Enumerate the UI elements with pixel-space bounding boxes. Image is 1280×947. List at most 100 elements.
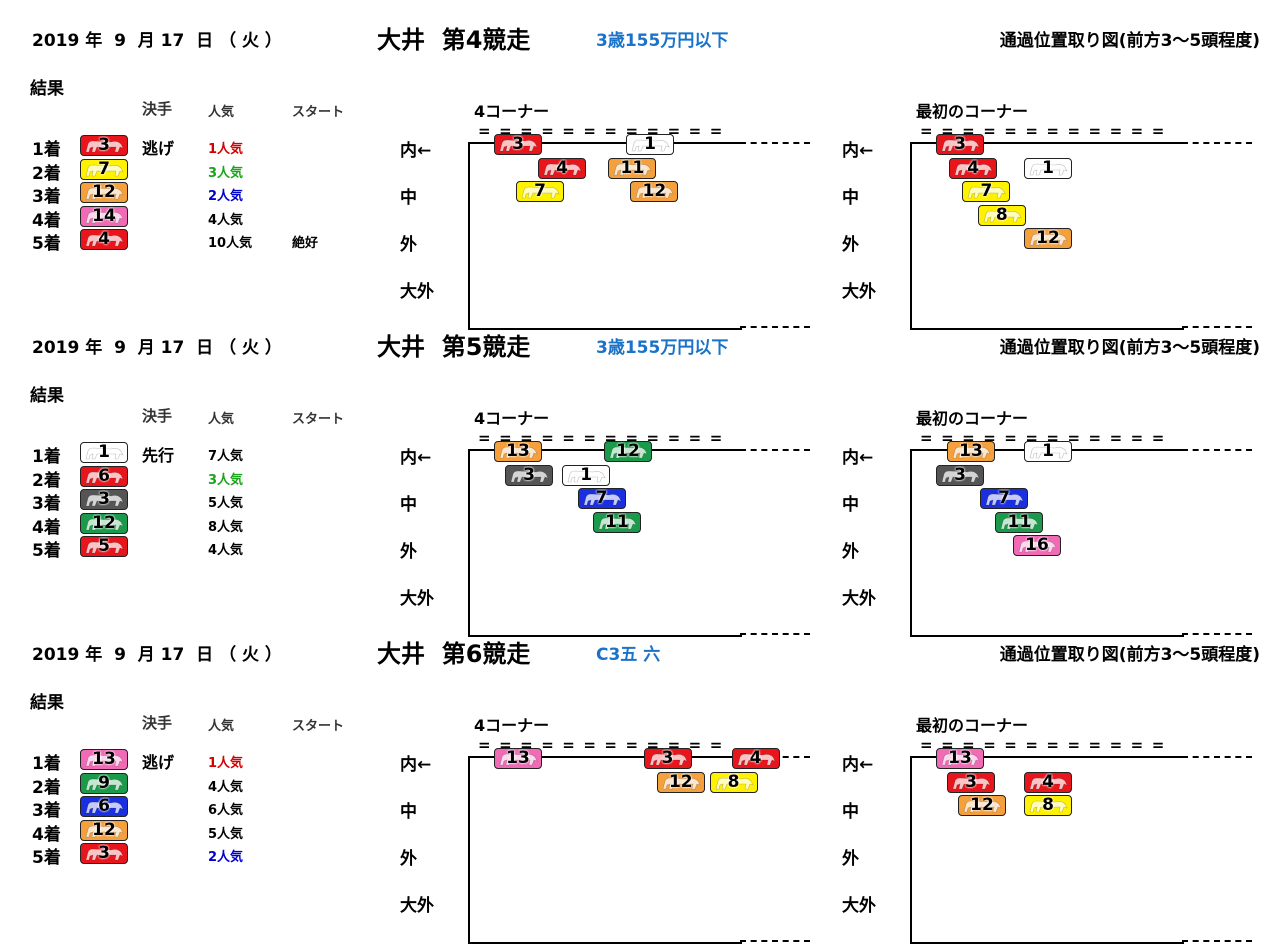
horse-number: 5	[98, 536, 110, 556]
horse-number: 11	[605, 511, 629, 532]
result-rank: 3着	[32, 187, 61, 207]
result-horse: 4	[80, 229, 128, 250]
result-ninki: 1人気	[208, 142, 244, 157]
corner1-top-dash	[1182, 449, 1252, 451]
result-row: 5着 3 2人気	[0, 843, 400, 868]
horse-number: 3	[954, 464, 966, 485]
result-rank: 4着	[32, 517, 61, 538]
corner1-lane: 大外	[842, 282, 876, 302]
corner1-horse: 8	[1024, 795, 1072, 816]
result-horse: 12	[80, 182, 128, 203]
corner4-lane: 中	[400, 188, 417, 208]
result-ninki: 4人気	[208, 543, 244, 558]
horse-number: 9	[98, 772, 110, 793]
result-ninki: 8人気	[208, 519, 244, 535]
result-horse: 3	[80, 135, 128, 156]
result-label: 結果	[30, 386, 64, 406]
race-section: 2019 年 9 月 17 日 （ 火 ） 大井 第4競走 3歳155万円以下 通過位…	[0, 20, 1280, 330]
corner4-lane: 内←	[400, 141, 432, 161]
result-horse: 5	[80, 536, 128, 557]
horse-number: 12	[970, 795, 994, 815]
horse-number: 12	[1036, 228, 1060, 248]
corner1-label: 最初のコーナー	[916, 716, 1029, 735]
horse-number: 7	[595, 488, 608, 508]
result-ninki: 3人気	[208, 165, 244, 181]
result-rank: 1着	[32, 140, 61, 160]
result-row: 5着 5 4人気	[0, 536, 400, 561]
race-title: 大井 第6競走	[377, 640, 531, 668]
result-ninki: 4人気	[208, 212, 244, 228]
result-row: 2着 9 4人気	[0, 772, 400, 798]
result-ninki: 10人気	[208, 236, 253, 251]
horse-number: 3	[98, 489, 110, 509]
result-horse: 13	[80, 749, 128, 770]
col-start: スタート	[292, 105, 345, 120]
result-rank: 4着	[32, 210, 61, 231]
chart-title: 通過位置取り図(前方3～5頭程度)	[999, 31, 1260, 51]
chart-title: 通過位置取り図(前方3～5頭程度)	[999, 338, 1260, 358]
result-ninki: 2人気	[208, 850, 244, 865]
result-rank: 2着	[32, 470, 61, 491]
horse-number: 7	[534, 181, 546, 201]
corner1-box	[910, 142, 1184, 330]
result-rank: 3着	[32, 801, 61, 821]
result-row: 1着 1 先行 7人気	[0, 442, 400, 467]
result-horse: 14	[80, 205, 128, 227]
result-ninki: 7人気	[208, 449, 244, 464]
corner1-lane: 内←	[842, 448, 874, 468]
result-row: 4着 12 5人気	[0, 819, 400, 845]
corner4-lane: 内←	[400, 448, 432, 468]
corner1-horse: 7	[980, 488, 1028, 509]
result-horse: 1	[80, 442, 128, 463]
horse-number: 3	[661, 748, 674, 768]
result-kimete: 先行	[142, 446, 175, 465]
corner1-label: 最初のコーナー	[916, 409, 1029, 428]
result-row: 4着 14 4人気	[0, 205, 400, 231]
corner4-horse: 12	[656, 771, 705, 793]
corner4-horse: 12	[630, 181, 679, 202]
horse-number: 7	[998, 488, 1010, 508]
corner1-lane: 外	[842, 235, 859, 255]
corner4-label: 4コーナー	[474, 716, 550, 735]
corner4-horse: 3	[643, 748, 692, 769]
col-start: スタート	[292, 719, 345, 734]
horse-number: 8	[995, 204, 1008, 225]
horse-number: 3	[98, 843, 110, 863]
race-date: 2019 年 9 月 17 日 （ 火 ）	[32, 338, 282, 358]
horse-number: 6	[98, 796, 110, 816]
horse-number: 6	[98, 465, 110, 486]
result-row: 1着 13 逃げ 1人気	[0, 749, 400, 774]
horse-number: 12	[92, 182, 116, 202]
horse-number: 14	[92, 205, 116, 226]
result-horse: 12	[80, 819, 128, 841]
corner4-horse: 4	[731, 748, 780, 769]
corner1-horse: 4	[949, 157, 998, 179]
result-rank: 3着	[32, 494, 61, 514]
corner1-lane: 内←	[842, 755, 874, 775]
corner1-lane: 外	[842, 542, 859, 562]
col-ninki: 人気	[208, 412, 235, 427]
horse-number: 12	[92, 512, 116, 533]
result-label: 結果	[30, 693, 64, 713]
corner4-box	[468, 756, 742, 944]
corner1-horse: 3	[936, 464, 984, 486]
horse-number: 4	[98, 229, 110, 249]
result-row: 3着 12 2人気	[0, 182, 400, 207]
horse-number: 4	[967, 157, 980, 178]
corner4-horse: 7	[516, 181, 564, 202]
col-kimete: 決手	[142, 714, 173, 732]
horse-number: 13	[506, 748, 530, 768]
corner1-lane: 内←	[842, 141, 874, 161]
chart-title: 通過位置取り図(前方3～5頭程度)	[999, 645, 1260, 665]
corner1-top-dash	[1182, 756, 1252, 758]
result-ninki: 1人気	[208, 756, 244, 771]
horse-number: 4	[749, 748, 762, 768]
col-ninki: 人気	[208, 719, 235, 734]
corner4-horse: 8	[709, 771, 758, 793]
result-ninki: 5人気	[208, 826, 244, 842]
result-row: 5着 4 10人気 絶好	[0, 229, 400, 254]
horse-number: 13	[959, 441, 983, 461]
corner1-lane: 外	[842, 849, 859, 869]
corner4-top-dash	[740, 449, 810, 451]
race-class: 3歳155万円以下	[596, 338, 729, 358]
